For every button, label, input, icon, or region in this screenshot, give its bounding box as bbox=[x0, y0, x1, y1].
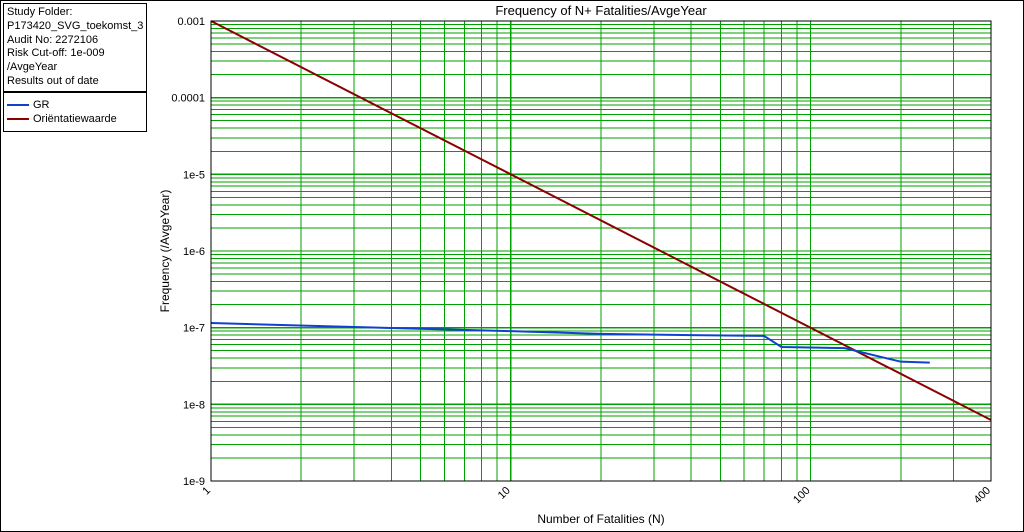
svg-text:1e-7: 1e-7 bbox=[183, 323, 205, 335]
svg-text:10: 10 bbox=[496, 485, 513, 502]
legend-item: Oriëntatiewaarde bbox=[7, 113, 143, 125]
svg-text:400: 400 bbox=[972, 485, 993, 506]
svg-text:0.001: 0.001 bbox=[177, 16, 205, 28]
chart-svg: Frequency of N+ Fatalities/AvgeYear1e-91… bbox=[151, 1, 1023, 531]
info-line: P173420_SVG_toekomst_3 bbox=[7, 20, 143, 34]
info-line: /AvgeYear bbox=[7, 61, 143, 75]
legend-label: Oriëntatiewaarde bbox=[33, 113, 117, 125]
info-line: Results out of date bbox=[7, 75, 143, 89]
outer-frame: Study Folder: P173420_SVG_toekomst_3 Aud… bbox=[0, 0, 1024, 532]
sidebar: Study Folder: P173420_SVG_toekomst_3 Aud… bbox=[1, 1, 149, 531]
info-line: Risk Cut-off: 1e-009 bbox=[7, 47, 143, 61]
study-info-box: Study Folder: P173420_SVG_toekomst_3 Aud… bbox=[3, 3, 147, 92]
legend-label: GR bbox=[33, 99, 50, 111]
svg-text:Frequency of N+ Fatalities/Avg: Frequency of N+ Fatalities/AvgeYear bbox=[495, 3, 707, 18]
legend-box: GR Oriëntatiewaarde bbox=[3, 92, 147, 132]
info-line: Audit No: 2272106 bbox=[7, 34, 143, 48]
legend-swatch bbox=[7, 104, 29, 106]
svg-text:1e-5: 1e-5 bbox=[183, 169, 205, 181]
info-line: Study Folder: bbox=[7, 6, 143, 20]
svg-text:Frequency (/AvgeYear): Frequency (/AvgeYear) bbox=[158, 190, 172, 313]
svg-text:1e-8: 1e-8 bbox=[183, 399, 205, 411]
svg-text:1e-6: 1e-6 bbox=[183, 246, 205, 258]
legend-item: GR bbox=[7, 99, 143, 111]
chart-area: Frequency of N+ Fatalities/AvgeYear1e-91… bbox=[151, 1, 1023, 531]
svg-text:1: 1 bbox=[200, 485, 213, 498]
svg-text:Number of Fatalities (N): Number of Fatalities (N) bbox=[537, 512, 664, 526]
svg-text:100: 100 bbox=[791, 485, 812, 506]
legend-swatch bbox=[7, 118, 29, 120]
svg-text:0.0001: 0.0001 bbox=[171, 93, 205, 105]
